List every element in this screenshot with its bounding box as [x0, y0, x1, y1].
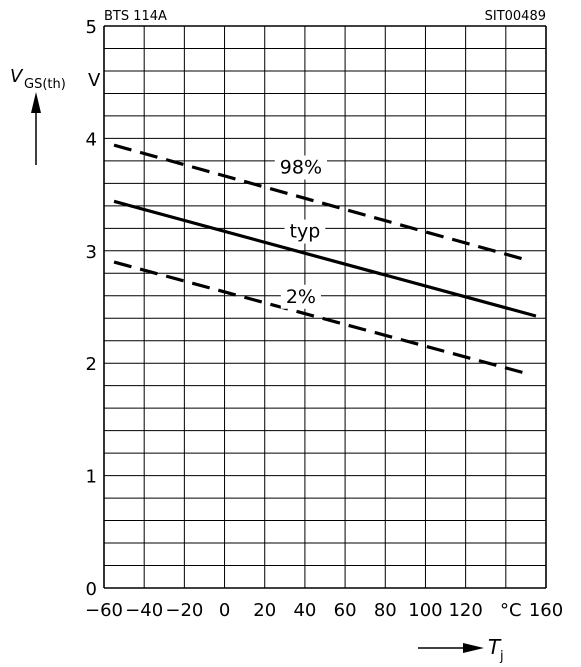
x-axis-arrow-head [463, 643, 484, 653]
x-tick-label: 80 [374, 600, 397, 621]
y-axis-arrow-head [31, 92, 41, 113]
series-line [113, 260, 527, 375]
x-tick-label: −20 [165, 600, 203, 621]
y-axis-unit: V [88, 70, 101, 91]
x-tick-label: 120 [448, 600, 482, 621]
x-tick-label: 0 [219, 600, 230, 621]
series-layer: 98% typ 2% [113, 143, 537, 375]
series-line [113, 199, 537, 318]
series-label: 98% [280, 157, 322, 179]
x-tick-label: −40 [125, 600, 163, 621]
chart-title-left: BTS 114A [104, 9, 167, 24]
x-tick-label: −60 [85, 600, 123, 621]
y-tick-label: 1 [86, 467, 97, 488]
x-tick-label: 40 [293, 600, 316, 621]
series-label: 2% [286, 286, 316, 308]
x-axis-label: T [488, 635, 502, 659]
y-tick-label: 2 [86, 354, 97, 375]
series-label-bg [284, 219, 326, 244]
y-tick-label: 4 [86, 129, 97, 150]
y-axis-label-sub: GS(th) [24, 77, 66, 92]
series-label: typ [290, 221, 321, 243]
chart-title-right: SIT00489 [485, 9, 546, 24]
series-label-bg [274, 155, 328, 180]
y-axis-label: V [10, 66, 24, 87]
x-tick-label: 100 [408, 600, 442, 621]
x-tick-label: 160 [529, 600, 563, 621]
y-tick-label: 3 [86, 242, 97, 263]
x-axis-label-sub: j [499, 649, 504, 664]
x-tick-label: 60 [334, 600, 357, 621]
series-line [113, 143, 527, 262]
y-tick-label: 5 [86, 17, 97, 38]
x-axis-unit: °C [500, 600, 522, 621]
tick-labels: −60 −40 −20 0 20 40 60 80 100 120 160 0 1 2 3 4 5 [85, 17, 563, 621]
grid [103, 25, 547, 589]
x-tick-label: 20 [253, 600, 276, 621]
series-label-bg [280, 284, 321, 309]
y-tick-label: 0 [86, 579, 97, 600]
